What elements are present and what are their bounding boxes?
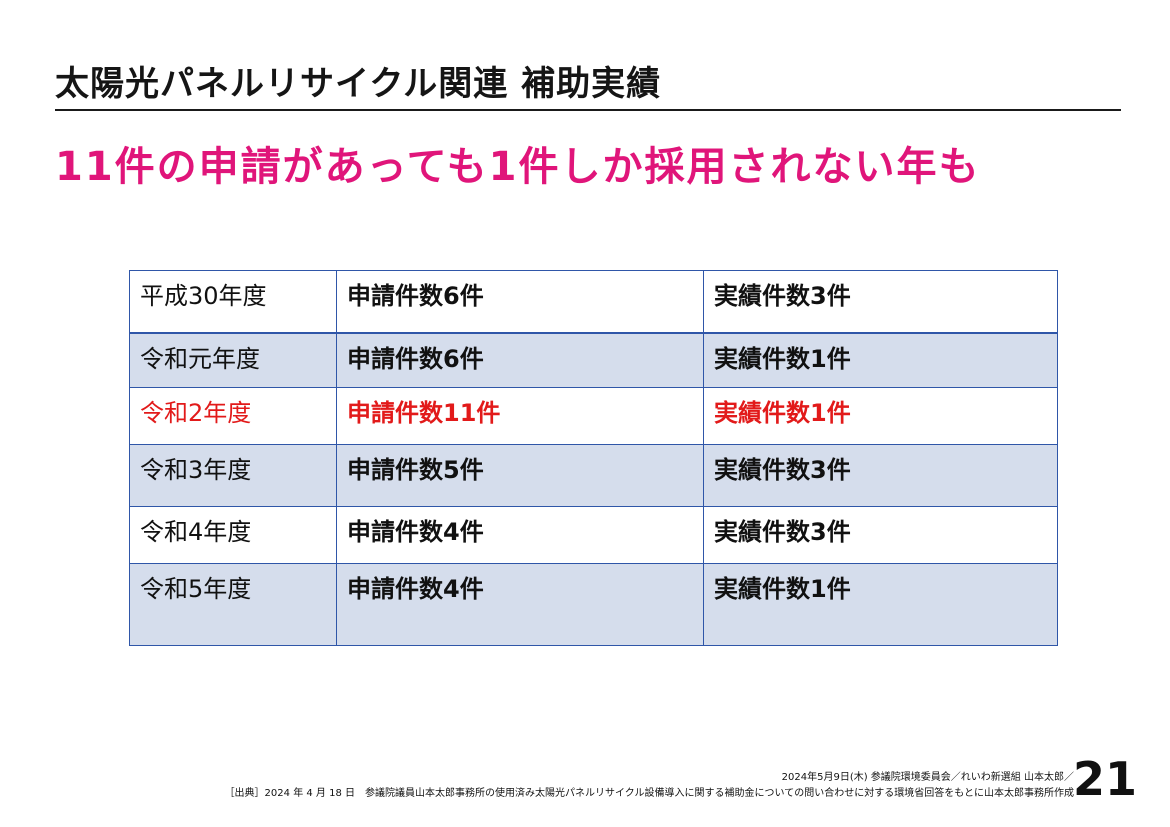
table-row: 令和3年度 申請件数5件 実績件数3件	[129, 444, 1058, 507]
year-cell: 令和2年度	[129, 387, 337, 445]
results-cell: 実績件数1件	[703, 563, 1058, 646]
year-cell: 令和5年度	[129, 563, 337, 646]
applications-cell: 申請件数5件	[336, 444, 704, 507]
subsidy-records-table: 平成30年度 申請件数6件 実績件数3件 令和元年度 申請件数6件 実績件数1件…	[129, 270, 1058, 646]
results-cell: 実績件数3件	[703, 444, 1058, 507]
applications-cell: 申請件数11件	[336, 387, 704, 445]
results-cell: 実績件数3件	[703, 506, 1058, 564]
headline: 11件の申請があっても1件しか採用されない年も	[55, 144, 981, 190]
table-row: 令和5年度 申請件数4件 実績件数1件	[129, 563, 1058, 646]
results-cell: 実績件数1件	[703, 387, 1058, 445]
title-divider	[55, 109, 1121, 111]
table-row: 令和4年度 申請件数4件 実績件数3件	[129, 506, 1058, 564]
applications-cell: 申請件数4件	[336, 506, 704, 564]
slide-title: 太陽光パネルリサイクル関連 補助実績	[55, 64, 662, 104]
results-cell: 実績件数3件	[703, 270, 1058, 334]
table-row: 令和元年度 申請件数6件 実績件数1件	[129, 332, 1058, 388]
year-cell: 令和3年度	[129, 444, 337, 507]
footer-source-line: ［出典］2024 年 4 月 18 日 参議院議員山本太郎事務所の使用済み太陽光…	[224, 788, 1074, 799]
results-cell: 実績件数1件	[703, 332, 1058, 388]
year-cell: 令和4年度	[129, 506, 337, 564]
page-number: 21	[1072, 752, 1137, 806]
year-cell: 令和元年度	[129, 332, 337, 388]
applications-cell: 申請件数4件	[336, 563, 704, 646]
table-row-highlighted: 令和2年度 申請件数11件 実績件数1件	[129, 387, 1058, 445]
applications-cell: 申請件数6件	[336, 332, 704, 388]
applications-cell: 申請件数6件	[336, 270, 704, 334]
footer-date-line: 2024年5月9日(木) 参議院環境委員会／れいわ新選組 山本太郎／	[781, 772, 1074, 783]
year-cell: 平成30年度	[129, 270, 337, 334]
table-row: 平成30年度 申請件数6件 実績件数3件	[129, 270, 1058, 334]
